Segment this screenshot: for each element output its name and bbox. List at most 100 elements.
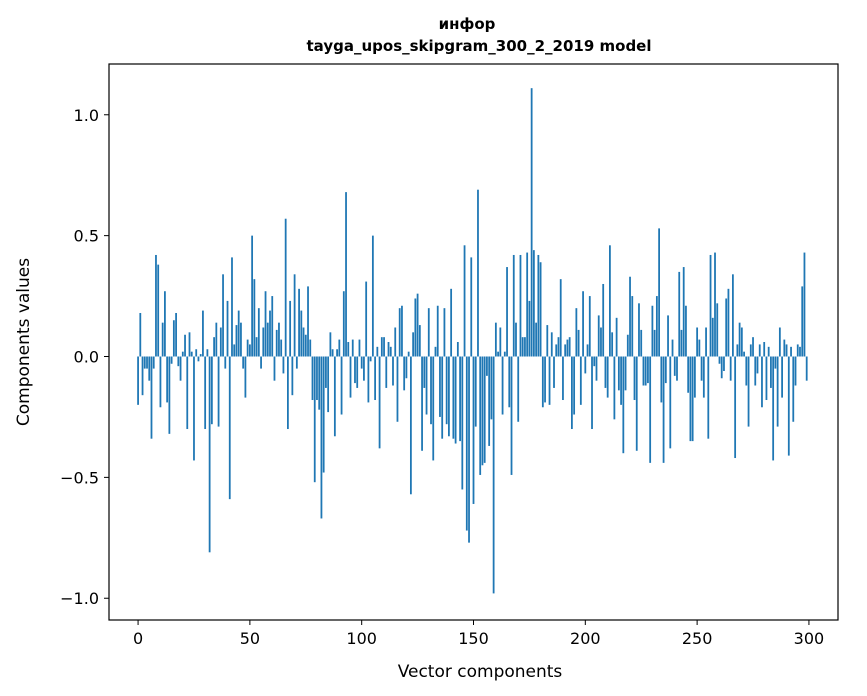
bar: [606, 356, 609, 398]
bar: [647, 356, 649, 384]
bar: [416, 293, 419, 357]
bar: [175, 312, 177, 357]
bar: [794, 356, 797, 386]
bar: [805, 356, 808, 381]
y-axis: −1.0 −0.5 0.0 0.5 1.0: [60, 106, 109, 608]
bar: [358, 339, 361, 357]
bar: [365, 281, 368, 357]
bar: [155, 254, 157, 357]
bar: [649, 356, 652, 463]
bar: [774, 356, 777, 369]
bar: [568, 337, 571, 357]
bar: [718, 356, 721, 364]
bar: [754, 356, 757, 386]
bar: [702, 356, 705, 398]
bar: [501, 356, 504, 415]
bar: [284, 218, 287, 357]
y-tick-label: −1.0: [60, 589, 99, 608]
bar: [316, 356, 318, 401]
bar: [562, 356, 564, 401]
bar: [195, 349, 198, 357]
bar: [539, 262, 542, 357]
bar: [579, 356, 582, 405]
bar: [763, 342, 766, 357]
bar: [571, 356, 573, 430]
bar: [336, 349, 338, 357]
bar: [228, 356, 231, 500]
bar: [177, 356, 180, 367]
bar: [508, 356, 511, 408]
bar: [593, 356, 596, 367]
bar: [295, 356, 298, 369]
bar: [651, 305, 654, 357]
bar: [137, 356, 139, 405]
bar: [342, 291, 345, 357]
bar: [752, 337, 754, 357]
bar: [394, 327, 397, 357]
bar: [264, 291, 267, 357]
bar: [615, 317, 618, 357]
bar: [716, 303, 719, 357]
bar: [318, 356, 321, 410]
bar: [233, 344, 236, 357]
bar: [799, 346, 801, 357]
bar: [392, 356, 394, 386]
bar: [322, 356, 325, 473]
bar: [304, 334, 307, 357]
y-tick-label: −0.5: [60, 468, 99, 487]
bar: [698, 339, 701, 357]
x-tick-label: 250: [682, 629, 713, 648]
bar: [546, 325, 549, 357]
bar: [219, 327, 222, 357]
bar: [439, 356, 441, 417]
bar: [273, 356, 276, 381]
bar: [204, 356, 207, 430]
bar: [141, 356, 144, 396]
bar: [441, 356, 444, 439]
bar: [620, 356, 622, 405]
bar: [143, 356, 146, 369]
bar: [644, 356, 647, 386]
bar: [210, 356, 213, 425]
bar: [720, 356, 723, 379]
bar: [360, 356, 363, 369]
bar: [609, 245, 611, 357]
bar: [430, 356, 432, 425]
bar: [747, 356, 750, 427]
bar: [166, 356, 169, 403]
bar: [749, 344, 752, 357]
bar: [338, 339, 341, 357]
bar: [146, 356, 148, 369]
bar: [465, 356, 468, 531]
bar: [436, 305, 439, 357]
y-tick-label: 0.5: [74, 227, 99, 246]
bar: [532, 250, 535, 357]
bar: [412, 332, 415, 357]
bar: [497, 351, 499, 357]
bar: [472, 356, 475, 504]
bar: [188, 332, 191, 357]
bar: [515, 322, 517, 357]
bar: [638, 303, 640, 357]
bar: [736, 344, 739, 357]
bar: [325, 356, 327, 388]
bar: [190, 351, 193, 357]
bar: [280, 339, 283, 357]
bar: [595, 356, 598, 381]
bar: [494, 322, 497, 357]
bar: [345, 192, 347, 357]
bar: [427, 308, 430, 357]
bar: [633, 356, 636, 401]
bar: [535, 322, 538, 357]
bar: [557, 337, 560, 357]
bar: [524, 337, 526, 357]
bar: [517, 356, 520, 422]
bar: [613, 356, 616, 420]
bar: [363, 356, 365, 381]
bar: [298, 288, 300, 357]
bar: [745, 356, 748, 386]
bar: [157, 264, 160, 357]
bar: [729, 356, 732, 381]
bar: [723, 356, 725, 371]
